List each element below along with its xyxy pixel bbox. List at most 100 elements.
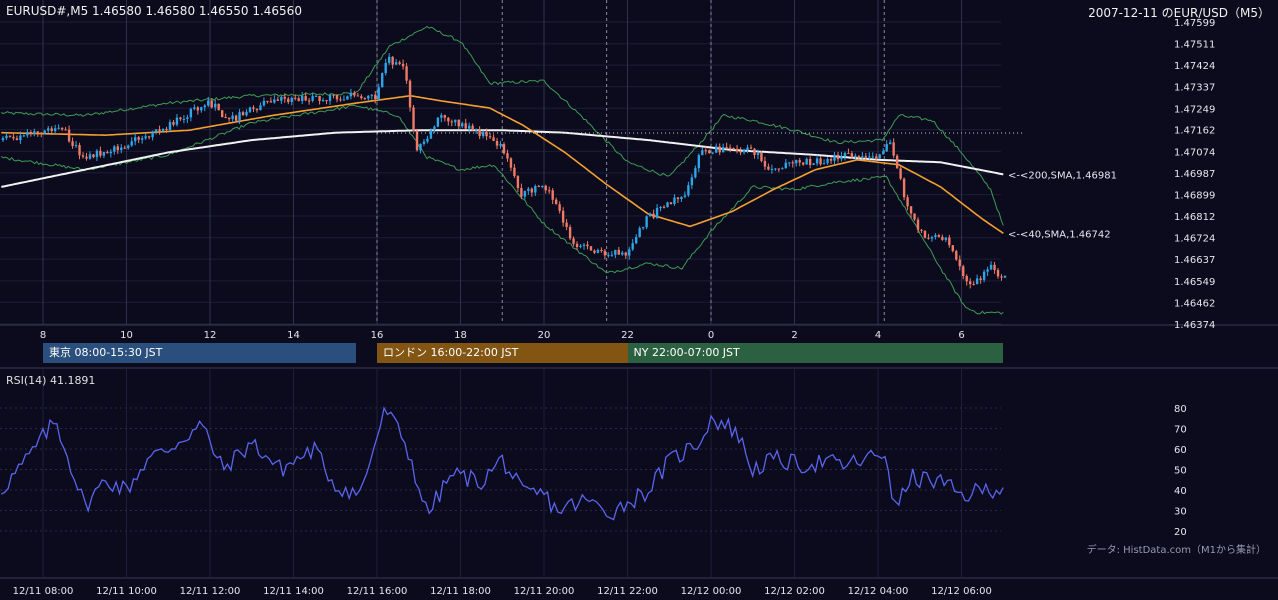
candle-body	[742, 150, 746, 153]
candle-body	[530, 188, 534, 193]
candle-body	[941, 236, 944, 240]
candle-body	[492, 137, 495, 142]
candle-body	[641, 227, 645, 229]
candle-body	[349, 92, 353, 97]
candlesticks	[1, 53, 1007, 289]
candle-body	[481, 132, 485, 137]
candle-body	[520, 188, 523, 197]
candle-body	[116, 146, 120, 151]
candle-body	[565, 222, 568, 228]
candle-body	[509, 158, 513, 168]
candle-body	[248, 107, 252, 112]
price-tick-label: 1.46987	[1174, 169, 1215, 180]
candle-body	[78, 145, 81, 156]
candle-body	[655, 208, 659, 218]
grid-layer	[0, 0, 1278, 579]
candle-body	[471, 125, 474, 131]
candle-body	[551, 190, 554, 200]
candle-body	[106, 151, 109, 154]
candle-body	[986, 269, 989, 272]
rsi-tick-label: 40	[1174, 486, 1187, 497]
date-tick-label: 12/12 04:00	[848, 586, 909, 597]
candle-body	[447, 117, 450, 122]
candle-body	[29, 131, 33, 134]
session-tokyo: 東京 08:00-15:30 JST	[43, 343, 357, 363]
price-tick-label: 1.46374	[1174, 320, 1215, 331]
candle-body	[398, 62, 401, 64]
candle-body	[753, 148, 756, 156]
candle-body	[488, 136, 492, 138]
candle-body	[868, 156, 871, 158]
candle-body	[318, 95, 321, 102]
rsi-tick-label: 30	[1174, 507, 1187, 518]
price-tick-label: 1.46637	[1174, 255, 1215, 266]
candle-body	[676, 197, 680, 200]
candle-body	[575, 243, 579, 248]
candle-body	[464, 123, 467, 129]
candle-body	[53, 128, 57, 132]
candle-body	[798, 160, 801, 163]
candle-body	[300, 96, 304, 102]
candle-body	[269, 101, 273, 103]
candle-body	[214, 103, 217, 108]
candle-body	[523, 190, 527, 197]
candle-body	[356, 95, 360, 97]
candle-body	[812, 163, 815, 165]
date-tick-label: 12/11 22:00	[597, 586, 658, 597]
candle-body	[95, 150, 99, 158]
candle-body	[638, 228, 641, 238]
candle-body	[899, 168, 902, 179]
candle-body	[735, 148, 739, 152]
price-tick-label: 1.47599	[1174, 18, 1215, 29]
candle-body	[666, 202, 669, 208]
candle-body	[631, 243, 634, 250]
candle-body	[60, 127, 64, 130]
candle-body	[485, 132, 488, 137]
candle-body	[374, 94, 377, 100]
candle-body	[109, 151, 113, 154]
candle-body	[885, 144, 888, 152]
candle-body	[130, 141, 133, 146]
candle-body	[669, 202, 673, 204]
candle-body	[161, 128, 165, 131]
series-line-bb-lower	[1, 104, 1004, 315]
candle-body	[662, 206, 666, 208]
candle-body	[259, 105, 262, 111]
candle-body	[426, 138, 429, 142]
candle-body	[370, 94, 373, 96]
candle-body	[234, 115, 238, 121]
candle-body	[22, 135, 26, 137]
candle-body	[478, 129, 481, 137]
candle-body	[499, 144, 502, 146]
candle-body	[704, 150, 707, 152]
candle-body	[534, 186, 537, 193]
candle-body	[554, 199, 558, 205]
candle-body	[419, 143, 422, 151]
candle-body	[725, 147, 728, 149]
candle-body	[99, 150, 102, 156]
candle-body	[544, 185, 547, 191]
candle-body	[645, 216, 648, 228]
hour-tick-label: 8	[40, 330, 46, 341]
candle-body	[982, 271, 986, 280]
candle-body	[822, 163, 826, 165]
candle-body	[502, 144, 506, 154]
candle-body	[241, 112, 245, 116]
candle-body	[767, 166, 770, 170]
candle-body	[513, 167, 516, 177]
candle-body	[405, 66, 408, 81]
candle-body	[847, 152, 850, 154]
candle-body	[596, 249, 600, 253]
candle-body	[506, 153, 509, 159]
candle-body	[864, 156, 868, 158]
candle-body	[321, 100, 325, 102]
candle-body	[558, 204, 561, 211]
candle-body	[154, 129, 158, 132]
candle-body	[43, 130, 46, 133]
candle-body	[516, 176, 520, 189]
candle-body	[687, 185, 690, 196]
candle-body	[200, 107, 203, 111]
candle-body	[836, 154, 840, 160]
price-tick-label: 1.47249	[1174, 104, 1215, 115]
candle-body	[572, 238, 575, 244]
